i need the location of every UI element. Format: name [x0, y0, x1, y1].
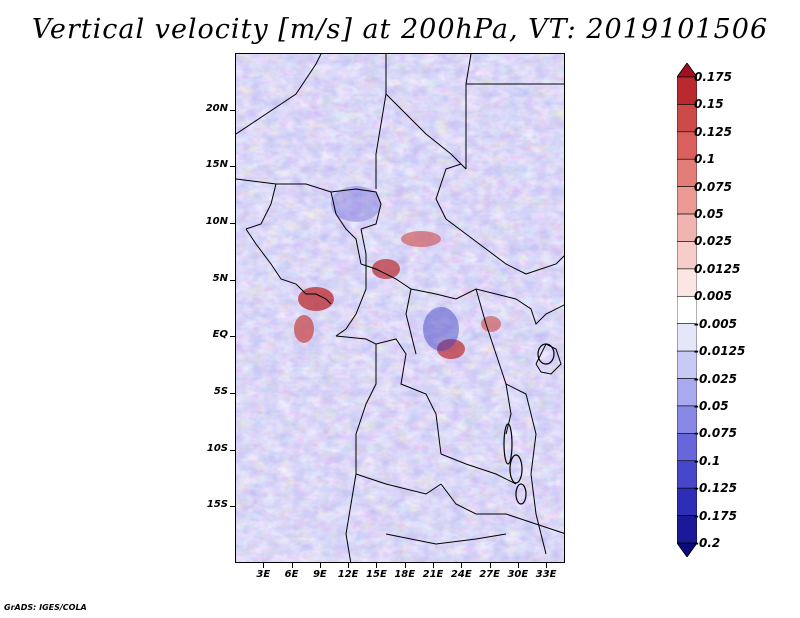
chart-title: Vertical velocity [m/s] at 200hPa, VT: 2…	[31, 14, 769, 45]
lon-tick-mark	[319, 563, 321, 568]
lat-tick-mark	[230, 449, 235, 451]
colorbar-label: -0.175	[694, 508, 737, 523]
lat-tick-mark	[230, 223, 235, 224]
colorbar-label: 0.175	[694, 70, 732, 84]
colorbar-label: -0.025	[694, 371, 737, 386]
lat-tick-mark	[230, 109, 235, 111]
velocity-field-detail	[236, 54, 564, 562]
colorbar-label: 0.05	[694, 207, 724, 222]
lat-tick-label: 5N	[212, 272, 228, 284]
lat-tick-label: 10S	[206, 442, 228, 454]
lon-tick-label: 15E	[366, 569, 387, 580]
lon-tick-mark	[433, 563, 434, 568]
lon-tick-mark	[517, 563, 519, 568]
map-svg	[236, 54, 564, 562]
colorbar-label: 0.125	[694, 124, 732, 139]
colorbar	[677, 63, 697, 557]
colorbar-label: -0.2	[694, 536, 721, 550]
lon-tick-label: 30E	[507, 569, 529, 580]
lat-tick-mark	[230, 336, 235, 338]
colorbar-bottom-arrow	[677, 542, 697, 557]
colorbar-label: -0.1	[694, 453, 721, 468]
lon-tick-mark	[404, 563, 406, 568]
lat-tick-mark	[230, 506, 235, 508]
map-plot-area	[235, 53, 565, 563]
colorbar-label: 0.15	[694, 97, 724, 112]
lat-tick-label: 15S	[206, 499, 228, 511]
lat-tick-label: EQ	[212, 329, 228, 341]
lat-tick-mark	[230, 166, 235, 168]
lon-tick-label: 12E	[337, 569, 359, 580]
lon-tick-mark	[376, 563, 378, 568]
colorbar-label: 0.075	[694, 179, 732, 194]
lon-tick-mark	[291, 563, 293, 568]
lakes	[503, 343, 555, 505]
lat-tick-label: 15N	[205, 159, 228, 171]
lon-tick-mark	[546, 563, 548, 568]
lon-tick-label: 21E	[422, 569, 444, 580]
lat-tick-mark	[230, 393, 235, 394]
colorbar-label: 0.0125	[694, 261, 741, 276]
lat-tick-mark	[230, 279, 235, 281]
lon-tick-label: 6E	[284, 569, 299, 580]
colorbar-label: 0.025	[694, 234, 732, 249]
lon-tick-mark	[461, 563, 463, 568]
lat-tick-label: 20N	[205, 102, 228, 114]
lon-tick-mark	[348, 563, 350, 568]
lon-tick-label: 9E	[312, 569, 327, 580]
colorbar-label: -0.05	[694, 398, 729, 413]
country-borders	[236, 54, 564, 562]
lon-tick-label: 33E	[535, 569, 557, 580]
colorbar-label: -0.0125	[694, 344, 746, 359]
colorbar-label: 0.1	[694, 152, 716, 167]
lon-tick-mark	[263, 563, 265, 568]
convective-cores	[294, 186, 501, 359]
colorbar-label: -0.005	[694, 316, 737, 331]
lat-tick-label: 5S	[213, 386, 228, 397]
lon-tick-label: 24E	[450, 569, 472, 580]
lon-tick-label: 27E	[479, 569, 500, 580]
colorbar-label: 0.005	[694, 289, 732, 304]
grads-credit: GrADS: IGES/COLA	[4, 603, 87, 612]
lon-tick-mark	[489, 563, 491, 568]
lon-tick-label: 18E	[394, 569, 416, 580]
lon-tick-label: 3E	[256, 569, 271, 580]
lat-tick-label: 10N	[205, 216, 228, 227]
colorbar-label: -0.075	[694, 426, 737, 441]
colorbar-label: -0.125	[694, 481, 737, 496]
